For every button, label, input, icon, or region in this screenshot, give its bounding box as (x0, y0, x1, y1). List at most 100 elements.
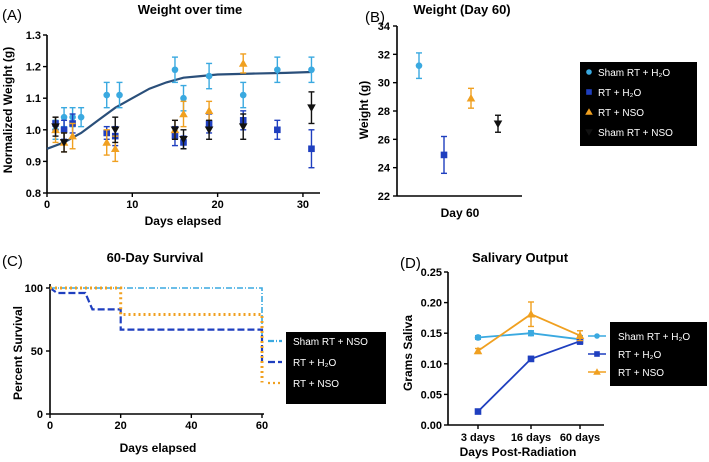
data-point-a (59, 139, 69, 147)
series-b-0 (415, 52, 423, 80)
y-axis-label-b: Weight (g) (357, 81, 371, 139)
data-point-a (171, 66, 179, 74)
data-point-a (204, 126, 214, 135)
y-tick-label-d: 0.15 (421, 328, 442, 340)
series-a-3 (51, 91, 316, 153)
x-tick-label-d: 60 days (560, 432, 600, 444)
data-point-a (77, 113, 85, 121)
data-point-d (575, 331, 585, 339)
data-point-a (274, 66, 281, 74)
x-tick-label-c: 60 (256, 420, 268, 432)
legend-box-d (610, 322, 707, 386)
legend-box-b (580, 62, 697, 146)
x-axis-label-b: Day 60 (441, 206, 480, 220)
x-axis-label-a: Days elapsed (145, 214, 222, 228)
legend-marker-d (594, 333, 600, 339)
series-line-d (477, 340, 581, 413)
data-point-a (204, 106, 214, 115)
panel-b-weight-day60: (B) Weight (Day 60) Weight (g) Day 60 22… (357, 2, 697, 220)
data-point-a (179, 109, 188, 118)
data-point-a (103, 91, 111, 99)
x-tick-label-a: 10 (126, 199, 138, 211)
legend-label-b: RT + H₂O (598, 88, 641, 99)
x-axis-label-c: Days elapsed (120, 441, 197, 455)
data-point-a (307, 104, 316, 112)
y-tick-label-d: 0.10 (421, 359, 442, 371)
y-tick-label-b: 30 (378, 78, 390, 90)
data-point-b (440, 151, 448, 159)
data-point-a (179, 135, 188, 144)
y-tick-label-b: 32 (378, 49, 390, 61)
data-point-a (238, 59, 248, 67)
y-tick-label-c: 100 (25, 283, 43, 295)
data-point-a (102, 138, 112, 146)
chart-title-d: Salivary Output (472, 250, 569, 265)
data-point-b (415, 62, 423, 69)
data-point-a (60, 126, 68, 134)
panel-d-salivary-output: (D) Salivary Output Grams Saliva Days Po… (400, 250, 707, 459)
data-point-a (274, 126, 281, 134)
legend-label-d: RT + H₂O (618, 350, 661, 361)
y-tick-label-d: 0.20 (421, 298, 442, 310)
y-tick-label-b: 28 (378, 106, 390, 118)
x-tick-label-c: 20 (115, 420, 127, 432)
survival-line-c-2 (50, 286, 264, 383)
data-point-a (239, 91, 247, 99)
y-tick-label-b: 22 (378, 191, 390, 203)
data-point-a (68, 131, 77, 140)
legend-label-b: Sham RT + H₂O (598, 68, 670, 79)
x-axis-label-d: Days Post-Radiation (460, 445, 577, 459)
y-tick-label-a: 1.3 (26, 30, 41, 42)
data-point-d (474, 334, 482, 341)
fit-curve-a (46, 70, 312, 150)
chart-title-b: Weight (Day 60) (413, 2, 510, 17)
panel-label-d: (D) (400, 255, 421, 272)
data-point-a (205, 72, 213, 80)
x-tick-label-a: 0 (44, 199, 50, 211)
y-tick-label-a: 1.0 (26, 125, 41, 137)
panel-label-b: (B) (365, 9, 385, 26)
y-axis-label-c: Percent Survival (11, 306, 25, 400)
data-point-a (110, 126, 120, 135)
legend-marker-b (586, 89, 592, 95)
data-point-a (238, 123, 248, 131)
series-b-2 (466, 87, 476, 109)
legend-marker-b (585, 129, 593, 136)
legend-label-c: RT + H₂O (293, 358, 336, 369)
y-tick-label-c: 0 (37, 409, 43, 421)
legend-marker-d (594, 351, 600, 357)
data-point-a (308, 66, 315, 74)
y-tick-label-d: 0.00 (421, 420, 442, 432)
legend-label-b: Sham RT + NSO (598, 128, 673, 139)
y-tick-label-c: 50 (31, 346, 43, 358)
survival-line-c-1 (49, 287, 264, 364)
series-d-2 (473, 301, 585, 355)
data-point-a (170, 126, 180, 135)
data-point-a (60, 113, 68, 121)
legend-label-d: Sham RT + H₂O (618, 332, 690, 343)
series-b-3 (493, 114, 503, 133)
panel-c-survival: (C) 60-Day Survival Percent Survival Day… (2, 250, 386, 455)
panel-label-c: (C) (2, 253, 23, 270)
data-point-d (527, 329, 535, 337)
legend-label-c: Sham RT + NSO (293, 337, 368, 348)
data-point-a (51, 123, 60, 131)
x-tick-label-c: 0 (47, 420, 53, 432)
y-tick-label-b: 24 (378, 163, 391, 175)
x-tick-label-d: 16 days (511, 432, 551, 444)
y-tick-label-b: 34 (378, 21, 391, 33)
legend-marker-b (586, 69, 592, 75)
y-axis-label-d: Grams Saliva (401, 315, 415, 391)
data-point-a (116, 91, 123, 99)
data-point-d (527, 355, 535, 363)
y-tick-label-d: 0.25 (421, 267, 442, 279)
data-point-d (473, 346, 483, 355)
data-point-b (493, 120, 503, 129)
legend-marker-d (593, 368, 601, 375)
legend-label-b: RT + NSO (598, 108, 644, 119)
series-d-1 (474, 337, 584, 415)
x-tick-label-a: 20 (212, 199, 224, 211)
y-tick-label-a: 0.9 (26, 156, 41, 168)
data-point-b (466, 93, 476, 102)
